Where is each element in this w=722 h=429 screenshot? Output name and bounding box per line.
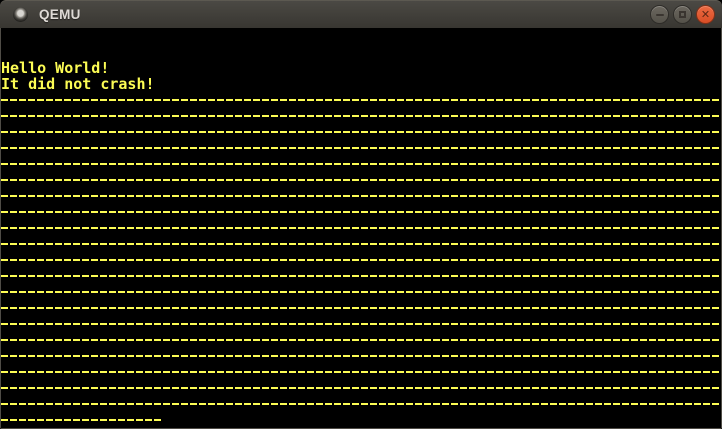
screen-row-7 — [1, 147, 721, 149]
titlebar[interactable]: QEMU — [0, 0, 722, 28]
square-outline-icon — [679, 11, 686, 18]
screen-row-14 — [1, 259, 721, 261]
screen-row-3: It did not crash! — [1, 75, 155, 93]
screen-row-10 — [1, 195, 721, 197]
window-title: QEMU — [39, 7, 81, 22]
screen-row-15 — [1, 275, 721, 277]
screen-row-17 — [1, 307, 721, 309]
close-button[interactable] — [696, 5, 715, 24]
screen-row-18 — [1, 323, 721, 325]
screen-row-9 — [1, 179, 721, 181]
screen-row-21 — [1, 371, 721, 373]
screen-row-19 — [1, 339, 721, 341]
vga-display[interactable]: Hello World! It did not crash! — [1, 28, 721, 428]
screen-row-16 — [1, 291, 721, 293]
qemu-app-icon — [13, 7, 28, 22]
window-controls — [650, 5, 715, 24]
screen-row-23 — [1, 403, 721, 405]
screen-row-12 — [1, 227, 721, 229]
minimize-button[interactable] — [650, 5, 669, 24]
screen-row-22 — [1, 387, 721, 389]
screen-row-20 — [1, 355, 721, 357]
x-icon — [701, 9, 710, 20]
minus-icon — [655, 13, 664, 16]
screen-row-13 — [1, 243, 721, 245]
screen-row-11 — [1, 211, 721, 213]
screen-row-8 — [1, 163, 721, 165]
screen-row-4 — [1, 99, 721, 101]
screen-row-6 — [1, 131, 721, 133]
maximize-button[interactable] — [673, 5, 692, 24]
screen-row-2: Hello World! — [1, 59, 110, 77]
screen-row-24 — [1, 419, 163, 421]
screen-row-5 — [1, 115, 721, 117]
